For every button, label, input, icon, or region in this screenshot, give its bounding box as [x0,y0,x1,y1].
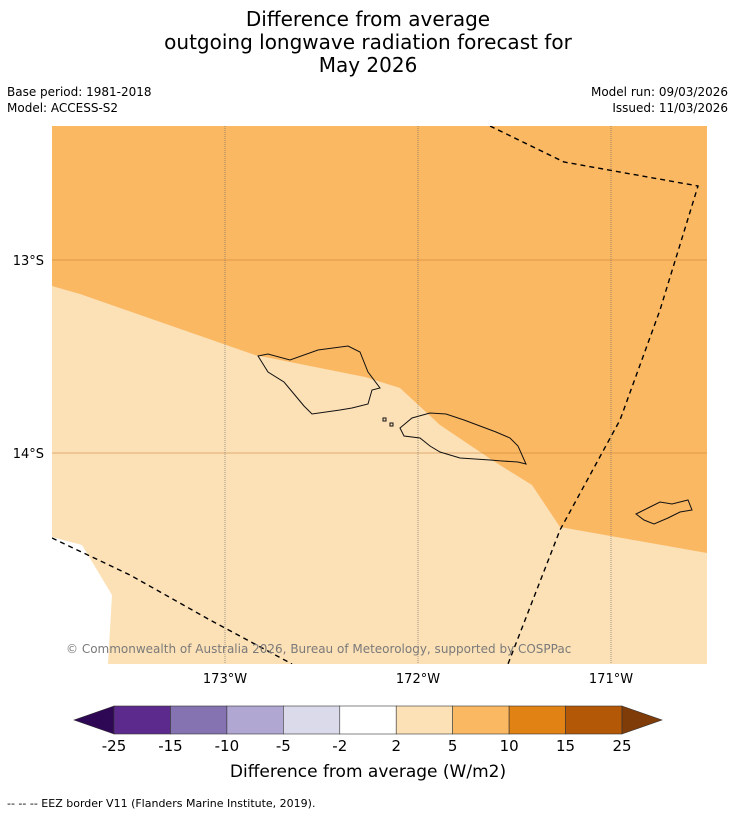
region-no-data [52,537,112,664]
copyright-notice: © Commonwealth of Australia 2026, Bureau… [66,642,571,656]
base-period: Base period: 1981-2018 [7,85,152,99]
colorbar-tick-label: 10 [500,737,519,755]
colorbar-tick-label: -15 [158,737,183,755]
lon-label-171w: 171°W [589,672,633,687]
colorbar-swatch-7 [508,705,566,735]
chart-title: Difference from average outgoing longwav… [0,8,736,77]
colorbar-extend-high [621,705,663,735]
eez-border-east [489,126,699,664]
lat-label-13s: 13°S [13,254,44,269]
title-line-1: Difference from average [245,7,491,31]
colorbar-tick-label: 5 [448,737,458,755]
lon-label-173w: 173°W [203,672,247,687]
colorbar-swatch-0 [113,705,171,735]
colorbar-tick-label: 15 [556,737,575,755]
lat-label-14s: 14°S [13,447,44,462]
model-name: Model: ACCESS-S2 [7,101,119,115]
colorbar-swatch-5 [395,705,453,735]
colorbar-tick-label: -25 [102,737,127,755]
issued-date: Issued: 11/03/2026 [612,101,728,115]
title-line-2: outgoing longwave radiation forecast for [164,30,572,54]
colorbar-tick-label: -5 [276,737,291,755]
eez-footnote: -- -- -- EEZ border V11 (Flanders Marine… [7,797,316,810]
title-line-3: May 2026 [318,53,418,77]
meta-left: Base period: 1981-2018 Model: ACCESS-S2 [7,84,152,116]
colorbar-title: Difference from average (W/m2) [229,762,507,782]
map-area [52,126,707,664]
colorbar-tick-label: -10 [215,737,240,755]
tutuila-island-outline [635,499,693,525]
model-run: Model run: 09/03/2026 [590,85,728,99]
colorbar-swatch-8 [565,705,623,735]
colorbar-tick-label: -2 [332,737,347,755]
upolu-island-outline [399,412,527,465]
colorbar-tick-label: 2 [391,737,401,755]
colorbar-swatch-6 [452,705,510,735]
meta-right: Model run: 09/03/2026 Issued: 11/03/2026 [591,84,728,116]
savaii-island-outline [257,345,381,415]
colorbar-swatch-3 [283,705,341,735]
manono-islet-outline [382,417,394,427]
region-5-to-10 [52,126,707,553]
colorbar-tick-label: 25 [612,737,631,755]
colorbar: -25 -15 -10 -5 -2 2 5 10 15 25 [73,705,663,755]
colorbar-swatch-1 [170,705,228,735]
colorbar-extend-low [73,705,115,735]
lon-label-172w: 172°W [396,672,440,687]
colorbar-swatch-4 [339,705,397,735]
colorbar-swatch-2 [226,705,284,735]
